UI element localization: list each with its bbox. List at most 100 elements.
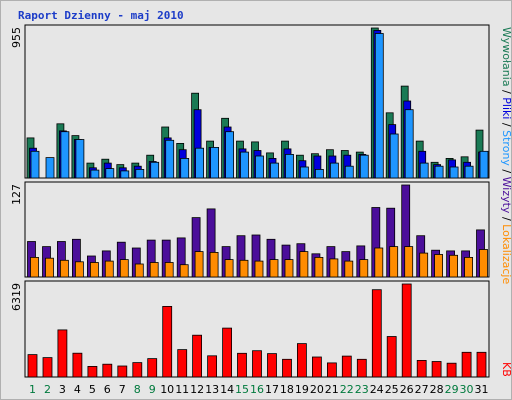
bar-lokalizacje-day-17 <box>269 259 279 278</box>
bar-lokalizacje-day-23 <box>359 259 369 278</box>
bar-strony-day-4 <box>75 139 85 179</box>
bar-kb-day-9 <box>147 358 158 378</box>
bar-kb-day-3 <box>57 329 68 378</box>
bar-lokalizacje-day-1 <box>30 256 39 278</box>
bar-kb-day-12 <box>192 334 203 378</box>
bar-kb-day-25 <box>386 336 397 378</box>
bar-lokalizacje-day-19 <box>299 251 309 278</box>
bar-strony-day-20 <box>314 168 324 179</box>
bar-kb-day-6 <box>102 363 113 378</box>
bar-kb-day-7 <box>117 365 128 378</box>
bar-kb-day-2 <box>42 357 53 378</box>
bar-lokalizacje-day-14 <box>224 259 234 278</box>
bar-kb-day-14 <box>222 327 233 378</box>
bar-lokalizacje-day-11 <box>179 264 189 278</box>
bar-strony-day-12 <box>195 147 205 179</box>
x-tick-label: 21 <box>325 383 339 396</box>
bar-kb-day-29 <box>446 362 457 378</box>
bar-lokalizacje-day-25 <box>389 246 399 278</box>
bar-lokalizacje-day-7 <box>119 259 129 278</box>
bar-strony-day-8 <box>135 168 145 179</box>
legend-entry: / <box>500 87 512 98</box>
x-tick-label: 5 <box>89 383 96 396</box>
legend-entry: / <box>500 166 512 177</box>
bar-kb-day-22 <box>341 355 352 378</box>
bar-strony-day-18 <box>285 153 294 179</box>
x-tick-label: 1 <box>29 383 36 396</box>
x-tick-label: 10 <box>160 383 174 396</box>
x-axis-labels: 1 2 3 4 5 6 7 8 9 10 11 12 13 14 15 16 17 18 19 20 21 22 23 24 2… <box>29 383 489 396</box>
bar-strony-day-9 <box>150 161 160 179</box>
bar-lokalizacje-day-8 <box>134 263 144 278</box>
bar-strony-day-5 <box>90 169 100 179</box>
bar-strony-day-19 <box>299 166 309 179</box>
bar-lokalizacje-day-26 <box>404 246 414 278</box>
bar-lokalizacje-day-24 <box>374 247 384 278</box>
bar-kb-day-26 <box>401 283 412 378</box>
bar-kb-day-27 <box>416 359 427 378</box>
bar-strony-day-17 <box>270 162 279 179</box>
bar-kb-day-1 <box>27 354 38 378</box>
bar-lokalizacje-day-2 <box>45 257 54 278</box>
bar-kb-day-24 <box>371 289 382 378</box>
panel-middle-scale-label: 127 <box>10 184 23 205</box>
legend-entry: Strony <box>500 130 512 166</box>
bar-lokalizacje-day-16 <box>254 260 264 278</box>
bar-lokalizacje-day-12 <box>194 251 204 278</box>
bar-strony-day-3 <box>60 131 70 179</box>
x-tick-label: 3 <box>59 383 66 396</box>
legend-entry: / <box>500 119 512 130</box>
bar-kb-day-17 <box>267 353 277 378</box>
x-tick-label: 12 <box>190 383 204 396</box>
x-tick-label: 25 <box>385 383 399 396</box>
bar-kb-day-16 <box>252 350 262 378</box>
chart-panels: 955 127 6319 <box>10 24 490 378</box>
bar-strony-day-24 <box>374 33 384 179</box>
x-tick-label: 24 <box>370 383 384 396</box>
legend-entry: Wizyty <box>500 177 512 214</box>
bar-kb-day-23 <box>356 358 367 378</box>
bar-strony-day-30 <box>464 165 474 179</box>
bar-kb-day-30 <box>461 351 472 378</box>
chart-title: Raport Dzienny - maj 2010 <box>18 9 184 22</box>
x-tick-label: 11 <box>175 383 189 396</box>
panel-top: 955 <box>10 24 490 179</box>
x-tick-label: 26 <box>400 383 414 396</box>
bar-strony-day-25 <box>389 133 399 179</box>
series-kb <box>27 283 487 378</box>
bar-lokalizacje-day-15 <box>239 259 249 278</box>
bar-strony-day-16 <box>255 155 264 179</box>
x-tick-label: 14 <box>220 383 234 396</box>
legend-entry: Pliki <box>500 97 512 119</box>
bar-lokalizacje-day-5 <box>90 262 99 278</box>
x-tick-label: 29 <box>445 383 459 396</box>
bar-lokalizacje-day-21 <box>329 258 339 278</box>
bar-strony-day-11 <box>180 157 190 179</box>
bar-lokalizacje-day-18 <box>284 259 294 278</box>
series-lokalizacje <box>30 246 488 278</box>
legend-entry: Lokalizacje <box>500 224 512 284</box>
x-tick-label: 17 <box>265 383 279 396</box>
bar-kb-day-4 <box>72 352 83 378</box>
bar-kb-day-5 <box>87 365 98 378</box>
bar-strony-day-14 <box>225 131 235 179</box>
bar-strony-day-1 <box>30 150 40 179</box>
panel-bottom-scale-label: 6319 <box>10 283 23 311</box>
bar-lokalizacje-day-9 <box>149 262 159 278</box>
bar-kb-day-21 <box>326 362 337 378</box>
x-tick-label: 30 <box>460 383 474 396</box>
bar-lokalizacje-day-29 <box>449 254 459 278</box>
bar-kb-day-10 <box>162 305 173 378</box>
bar-lokalizacje-day-20 <box>314 256 324 278</box>
bar-lokalizacje-day-30 <box>464 256 474 278</box>
x-tick-label: 18 <box>280 383 294 396</box>
bar-lokalizacje-day-6 <box>104 260 114 278</box>
bar-lokalizacje-day-31 <box>479 249 488 278</box>
x-tick-label: 16 <box>250 383 264 396</box>
bar-lokalizacje-day-13 <box>209 251 219 278</box>
legend-kb: KB <box>500 362 512 377</box>
bar-kb-day-15 <box>237 352 247 378</box>
x-tick-label: 4 <box>74 383 81 396</box>
panel-top-scale-label: 955 <box>10 27 23 48</box>
